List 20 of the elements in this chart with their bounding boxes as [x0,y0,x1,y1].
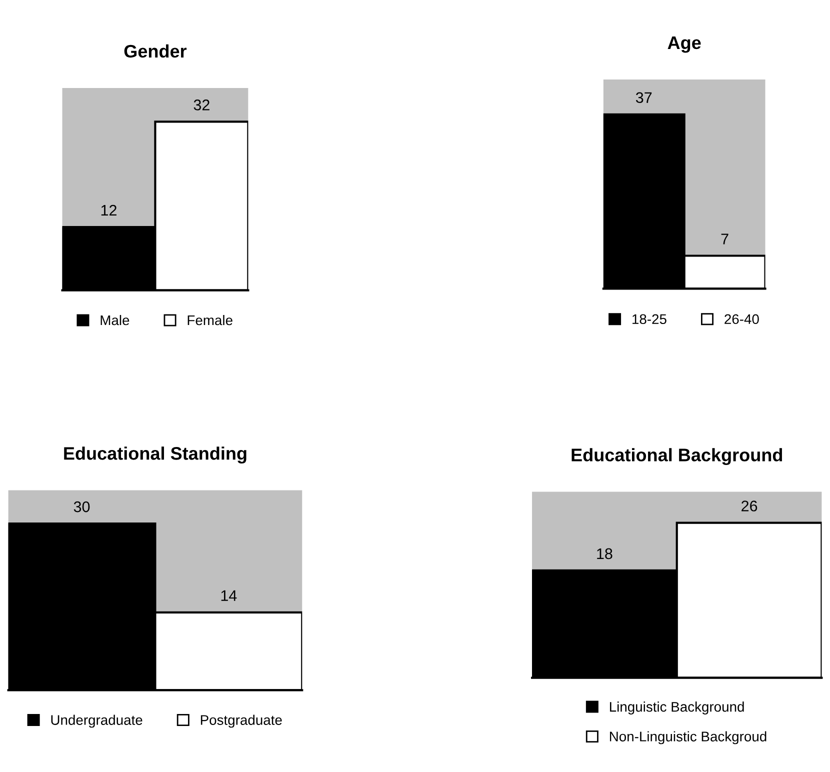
chart-title: Educational Background [572,448,782,466]
legend-label: Linguistic Background [610,702,744,714]
legend-label: 26-40 [724,314,759,324]
legend-label: Non-Linguistic Backgroud [610,731,766,744]
data-label: 37 [636,92,652,104]
legend-label: Male [100,314,130,326]
legend-label: Female [188,314,232,326]
legend-label: Postgraduate [200,714,282,728]
chart-title: Age [668,36,701,53]
data-label: 32 [194,100,210,110]
data-label: 26 [742,500,758,512]
data-label: 7 [721,234,728,244]
legend-label: 18-25 [632,314,666,324]
chart-title: Gender [124,44,187,58]
chart-title: Educational Standing [64,446,246,464]
data-label: 18 [597,548,612,560]
legend-label: Undergraduate [51,714,142,728]
data-label: 12 [101,204,116,216]
data-label: 14 [221,590,237,601]
data-label: 30 [74,501,90,512]
